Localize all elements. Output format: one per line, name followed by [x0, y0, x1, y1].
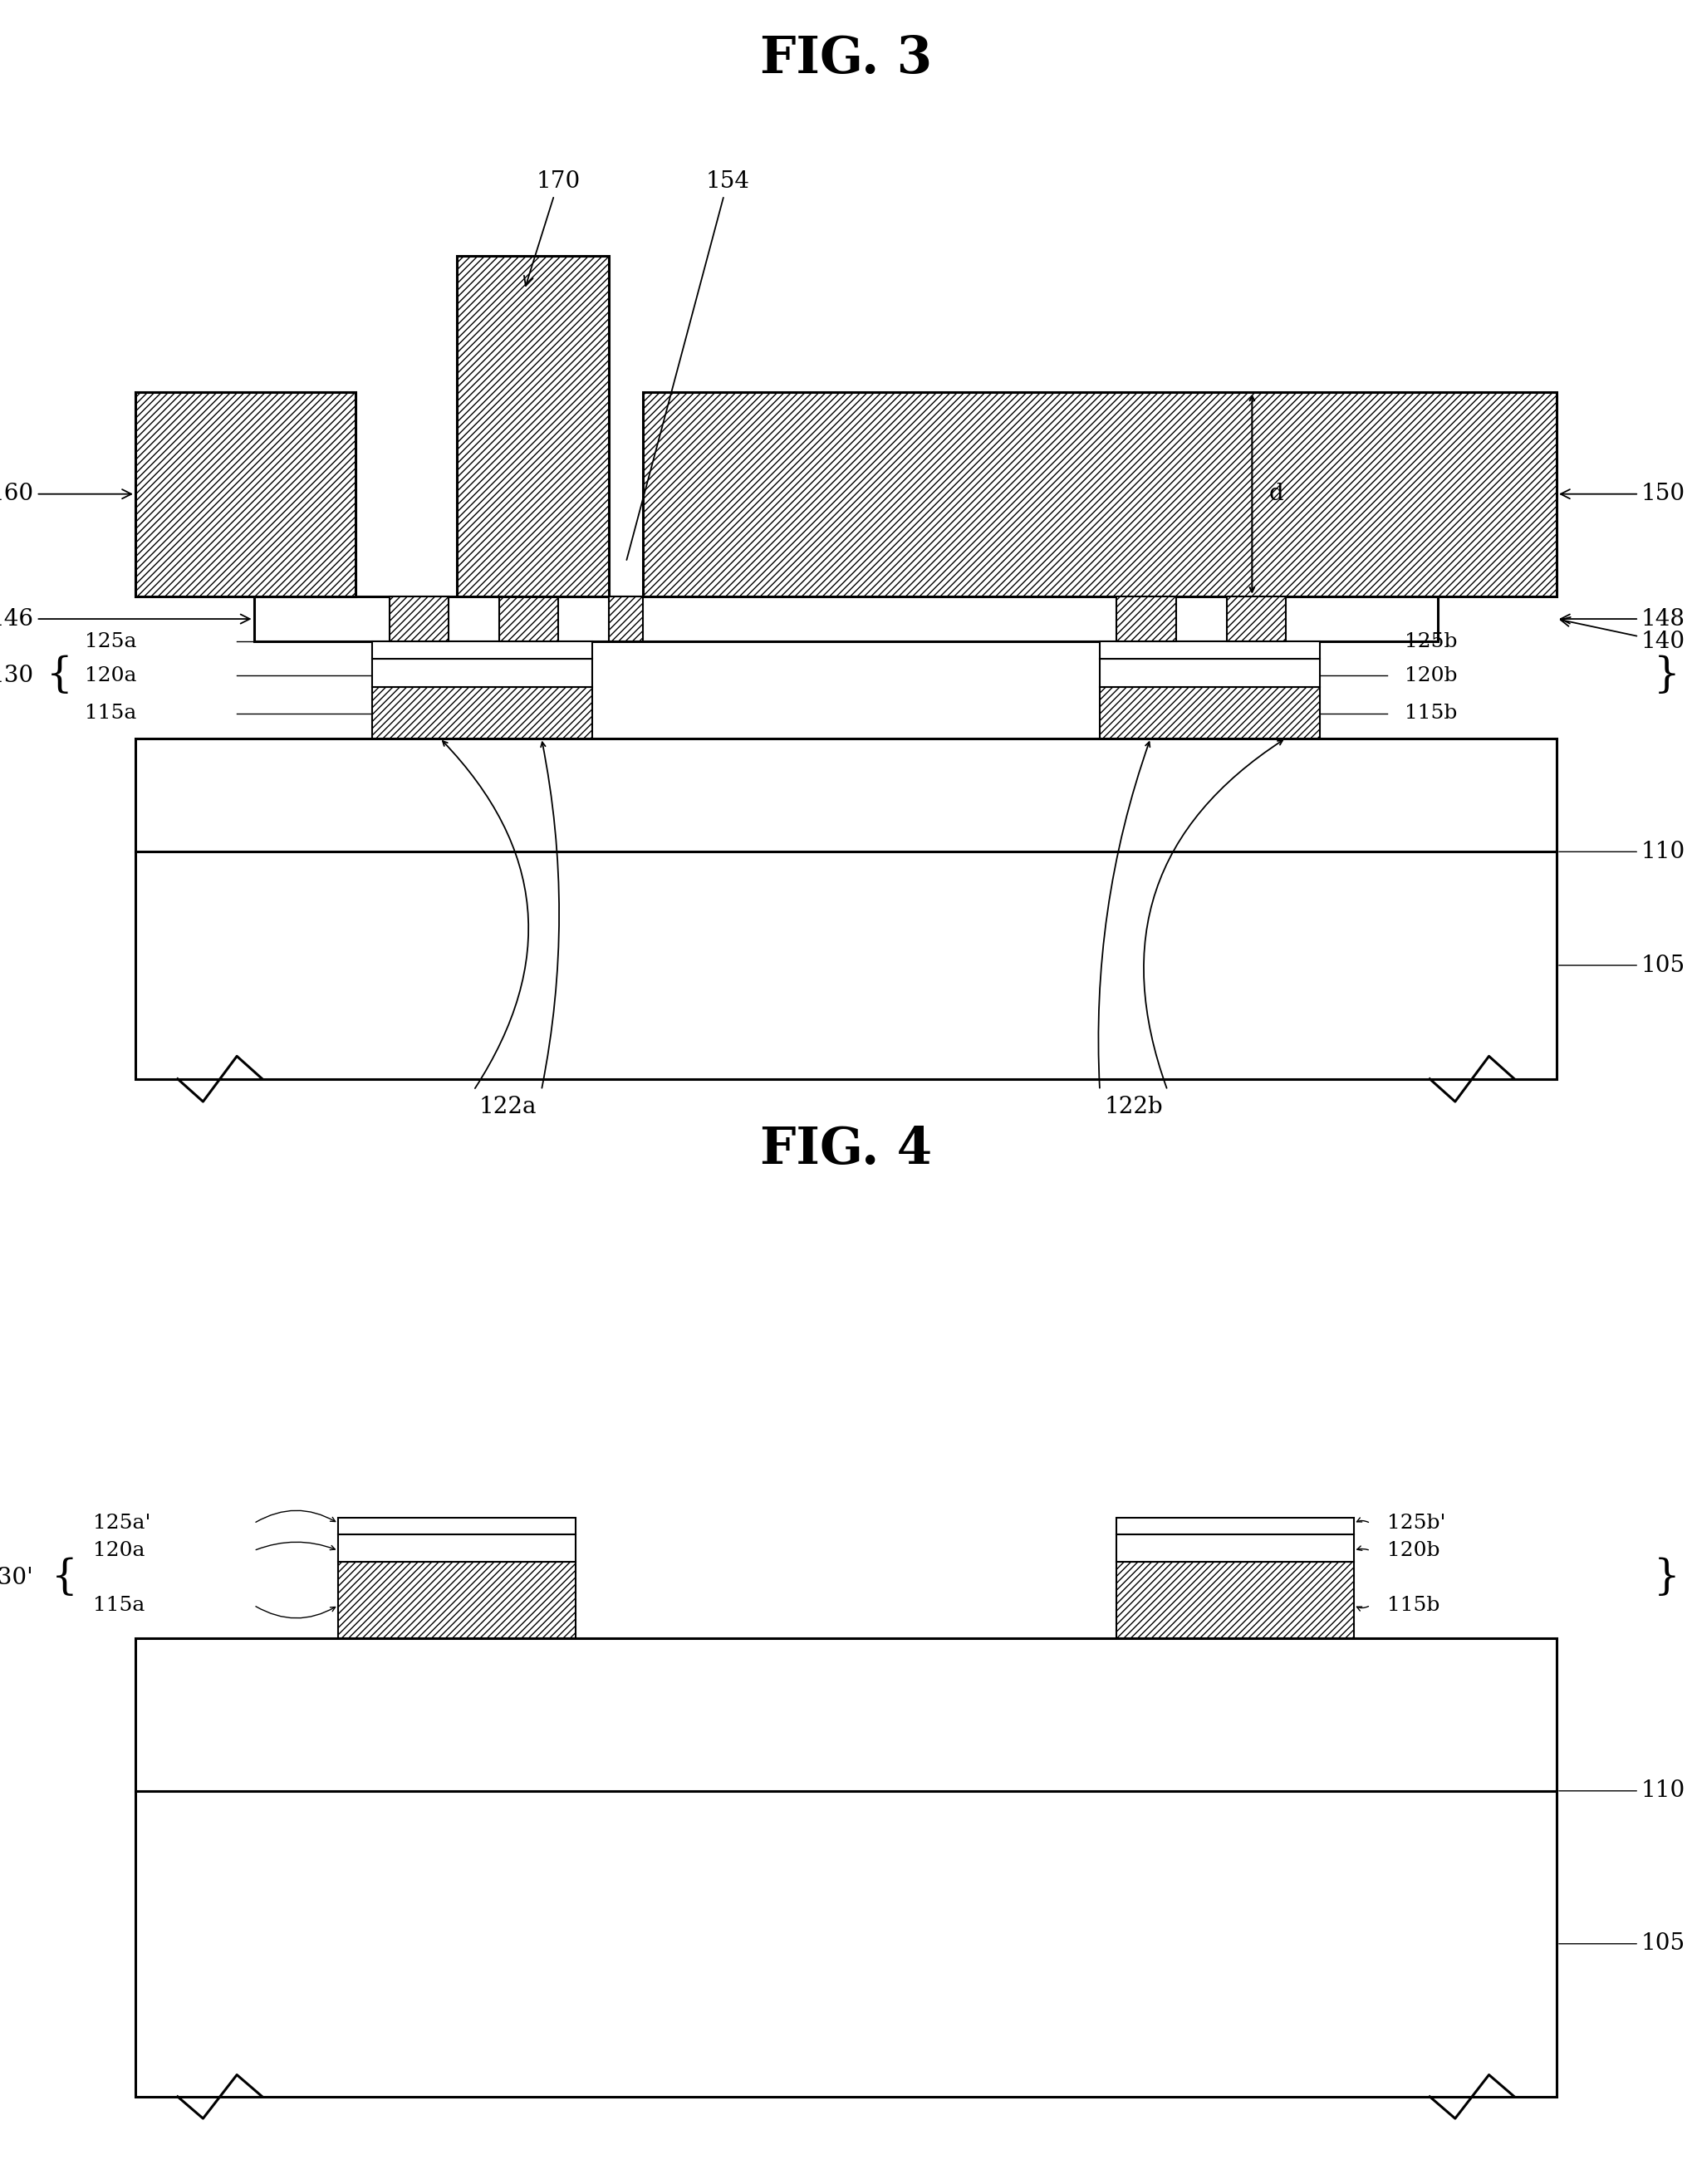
Text: 170: 170: [525, 170, 580, 286]
Bar: [1117, 1518, 1354, 1533]
Text: {: {: [46, 655, 73, 697]
Text: 125a': 125a': [93, 1514, 151, 1533]
Text: }: }: [1653, 1557, 1680, 1599]
Bar: [389, 596, 448, 642]
Text: 148: 148: [1560, 607, 1685, 631]
Text: 115a: 115a: [85, 703, 137, 723]
Text: 120b: 120b: [1404, 666, 1457, 686]
Text: 122b: 122b: [1105, 1096, 1162, 1118]
Text: 115a: 115a: [93, 1597, 146, 1614]
Text: 105: 105: [1558, 1933, 1685, 1955]
Text: 105: 105: [1558, 954, 1685, 976]
Bar: [372, 660, 592, 688]
Bar: [338, 1533, 575, 1562]
Text: 122a: 122a: [479, 1096, 536, 1118]
Text: 115b: 115b: [1387, 1597, 1440, 1614]
Text: 125a: 125a: [85, 631, 137, 651]
Bar: [1227, 596, 1286, 642]
Text: }: }: [1653, 655, 1680, 697]
Text: 120b: 120b: [1387, 1542, 1440, 1559]
Bar: [1100, 642, 1320, 660]
Bar: [1117, 1562, 1354, 1638]
Text: 150: 150: [1560, 483, 1685, 505]
Bar: [135, 391, 355, 596]
Text: FIG. 4: FIG. 4: [760, 1125, 932, 1175]
Bar: [1100, 688, 1320, 738]
Bar: [643, 391, 1557, 596]
Text: 140: 140: [1560, 618, 1685, 653]
Bar: [135, 1638, 1557, 2097]
Text: 120a: 120a: [85, 666, 137, 686]
Text: 146: 146: [0, 607, 250, 631]
Bar: [254, 596, 1438, 642]
Bar: [135, 391, 355, 596]
Bar: [1117, 596, 1176, 642]
Text: 125b: 125b: [1404, 631, 1457, 651]
Text: 115b: 115b: [1404, 703, 1457, 723]
Text: 154: 154: [626, 170, 750, 559]
Bar: [1100, 660, 1320, 688]
Bar: [609, 596, 643, 642]
Bar: [1117, 1533, 1354, 1562]
Text: 110: 110: [1558, 841, 1685, 863]
Bar: [457, 256, 609, 596]
Bar: [372, 688, 592, 738]
Bar: [135, 738, 1557, 1079]
Text: 130: 130: [0, 664, 34, 688]
Text: 125b': 125b': [1387, 1514, 1447, 1533]
Text: d: d: [1269, 483, 1284, 505]
Text: 160: 160: [0, 483, 132, 505]
Text: 110: 110: [1558, 1780, 1685, 1802]
Bar: [338, 1518, 575, 1533]
Bar: [338, 1562, 575, 1638]
Text: 130': 130': [0, 1566, 34, 1590]
Text: {: {: [51, 1557, 78, 1599]
Text: FIG. 3: FIG. 3: [760, 35, 932, 83]
Bar: [499, 596, 558, 642]
Text: 120a: 120a: [93, 1542, 146, 1559]
Bar: [372, 642, 592, 660]
